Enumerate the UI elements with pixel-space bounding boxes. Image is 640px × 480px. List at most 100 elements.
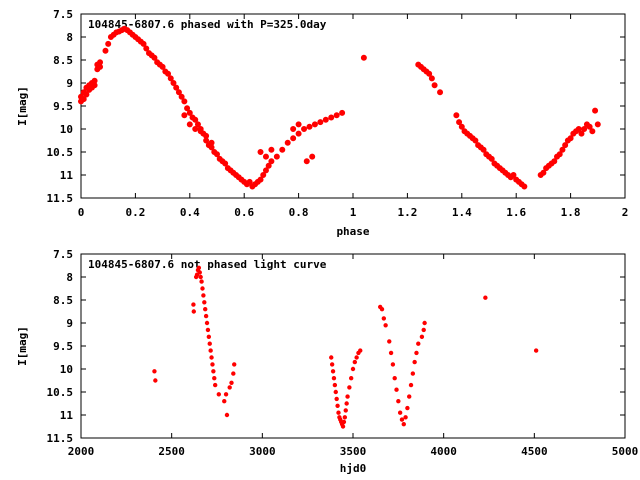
- data-point: [178, 93, 185, 100]
- x-axis-label: phase: [336, 225, 369, 238]
- x-tick-label: 2500: [158, 445, 185, 458]
- data-point: [562, 142, 569, 149]
- data-point: [397, 410, 403, 415]
- data-point: [352, 359, 358, 365]
- data-point: [143, 45, 150, 52]
- data-point: [407, 394, 412, 399]
- data-point: [80, 96, 87, 103]
- data-point: [213, 151, 220, 158]
- y-tick-label: 7.5: [53, 8, 73, 21]
- data-point: [394, 387, 399, 392]
- data-point: [159, 63, 166, 70]
- data-point: [83, 91, 90, 98]
- data-point: [91, 82, 98, 89]
- data-point: [167, 75, 174, 82]
- data-point: [295, 121, 302, 128]
- y-axis-label: I[mag]: [16, 326, 29, 366]
- data-point: [556, 151, 563, 158]
- data-point: [339, 109, 346, 116]
- y-tick-label: 10.5: [47, 386, 74, 399]
- data-point: [198, 274, 203, 280]
- data-point: [192, 126, 199, 133]
- data-point: [284, 139, 291, 146]
- data-point: [203, 307, 208, 312]
- data-point: [589, 128, 596, 135]
- data-point: [331, 376, 337, 381]
- x-tick-label: 0.4: [180, 206, 200, 219]
- y-tick-label: 9: [66, 77, 73, 90]
- data-point: [222, 399, 227, 404]
- data-point: [290, 135, 297, 142]
- data-point: [260, 171, 267, 178]
- data-point: [181, 112, 188, 119]
- data-point: [295, 130, 302, 137]
- data-point: [383, 323, 388, 328]
- data-point: [204, 320, 210, 326]
- data-point: [322, 116, 329, 123]
- y-tick-label: 8.5: [53, 54, 73, 67]
- data-point: [170, 80, 177, 87]
- y-tick-label: 11.5: [47, 432, 74, 445]
- y-tick-label: 11.5: [47, 192, 74, 205]
- data-point: [329, 355, 334, 360]
- data-point: [458, 123, 465, 130]
- x-tick-label: 1.4: [452, 206, 472, 219]
- data-point: [203, 313, 209, 319]
- x-tick-label: 4500: [521, 445, 548, 458]
- data-point: [208, 139, 215, 146]
- data-point: [431, 82, 438, 89]
- plot-phased: 0 0.2 0.4 0.6 0.8 1 1.2 1.4 1.6 1.8 2 7.5 8 8.5 9 9.5 10…: [16, 8, 628, 238]
- data-point: [403, 415, 408, 420]
- data-point: [422, 320, 427, 326]
- data-point: [265, 162, 272, 169]
- data-point: [453, 112, 460, 119]
- data-point: [414, 350, 419, 356]
- data-point: [335, 403, 340, 408]
- data-point: [592, 107, 599, 114]
- y-tick-label: 8: [66, 31, 73, 44]
- data-point: [197, 270, 202, 275]
- data-point: [227, 385, 232, 390]
- chart-title: 104845-6807.6 not phased light curve: [88, 258, 327, 271]
- data-point: [262, 153, 269, 160]
- data-point: [379, 307, 385, 312]
- data-point: [268, 146, 275, 153]
- data-point: [231, 371, 236, 376]
- data-point: [290, 126, 297, 133]
- data-point: [419, 334, 425, 339]
- x-tick-label: 3000: [249, 445, 276, 458]
- data-point: [328, 114, 335, 121]
- data-point: [437, 89, 444, 96]
- y-tick-label: 9.5: [53, 100, 73, 113]
- x-tick-label: 3500: [340, 445, 367, 458]
- data-point: [191, 309, 196, 314]
- data-point: [381, 316, 387, 321]
- data-point: [175, 89, 182, 96]
- data-point: [151, 54, 158, 61]
- data-point: [186, 121, 193, 128]
- data-point: [222, 160, 229, 167]
- y-tick-label: 10: [60, 123, 73, 136]
- data-point: [559, 146, 566, 153]
- data-point: [581, 126, 588, 133]
- data-point: [388, 350, 394, 356]
- data-point: [344, 401, 349, 406]
- data-point: [257, 176, 264, 183]
- data-point: [334, 396, 339, 402]
- y-tick-label: 9: [66, 317, 73, 330]
- y-tick-label: 11: [60, 169, 74, 182]
- x-tick-label: 0.2: [125, 206, 145, 219]
- data-point: [105, 40, 112, 47]
- data-point: [348, 376, 354, 381]
- data-point: [152, 369, 157, 374]
- data-point: [387, 339, 392, 344]
- x-tick-label: 0.8: [289, 206, 309, 219]
- x-tick-label: 5000: [612, 445, 639, 458]
- data-point: [205, 327, 211, 333]
- data-point: [533, 348, 539, 353]
- data-point: [194, 121, 201, 128]
- data-point: [332, 382, 338, 388]
- data-point: [197, 128, 204, 135]
- data-point: [102, 47, 109, 54]
- y-tick-label: 10.5: [47, 146, 74, 159]
